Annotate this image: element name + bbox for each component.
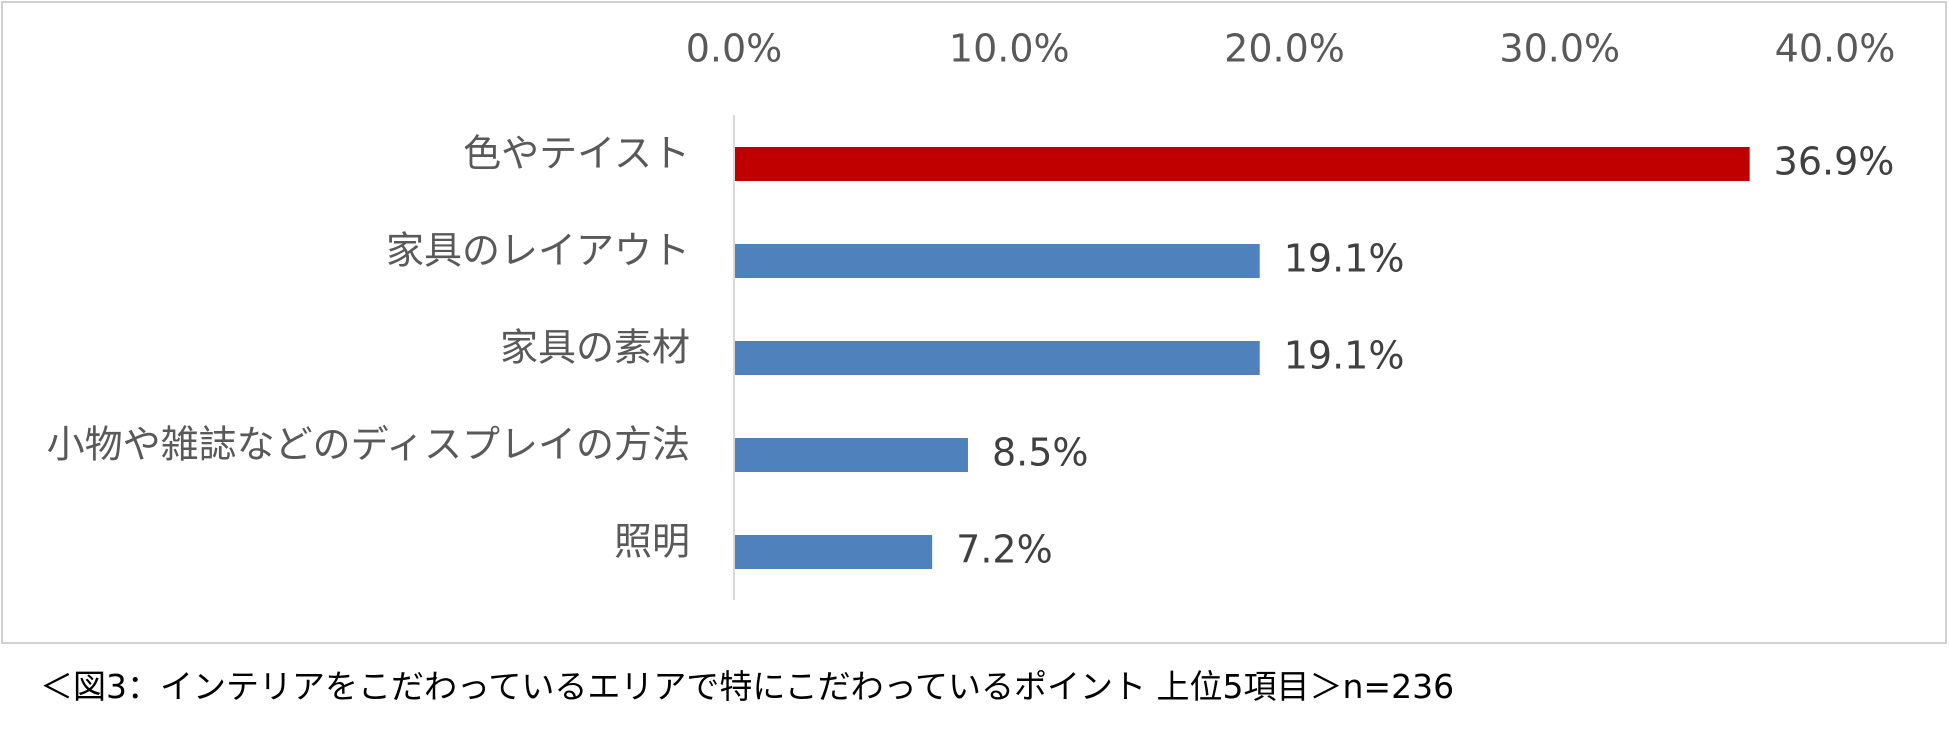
data-label: 36.9% (1774, 140, 1895, 184)
bar (735, 341, 1260, 375)
chart-frame: 0.0% 10.0% 20.0% 30.0% 40.0% 色やテイスト 36.9% 家具のレイ… (1, 1, 1947, 644)
chart-caption: ＜図3：インテリアをこだわっているエリアで特にこだわっているポイント 上位5項目… (40, 667, 1455, 706)
data-label: 19.1% (1284, 334, 1405, 378)
category-label: 色やテイスト (463, 132, 690, 176)
bar (735, 535, 933, 569)
x-tick-label: 30.0% (1499, 27, 1620, 71)
bar (735, 244, 1260, 278)
x-tick-label: 10.0% (949, 27, 1070, 71)
bar (735, 147, 1750, 181)
bar-chart: 0.0% 10.0% 20.0% 30.0% 40.0% 色やテイスト 36.9% 家具のレイ… (47, 27, 1896, 600)
bar (735, 438, 968, 472)
category-label: 照明 (614, 520, 690, 564)
data-label: 8.5% (992, 431, 1089, 475)
x-tick-label: 40.0% (1775, 27, 1896, 71)
category-label: 小物や雑誌などのディスプレイの方法 (47, 423, 690, 467)
x-tick-label: 20.0% (1224, 27, 1345, 71)
category-label: 家具のレイアウト (386, 229, 690, 273)
x-tick-label: 0.0% (686, 27, 783, 71)
data-label: 19.1% (1284, 237, 1405, 281)
data-label: 7.2% (956, 528, 1053, 572)
category-label: 家具の素材 (500, 326, 690, 370)
